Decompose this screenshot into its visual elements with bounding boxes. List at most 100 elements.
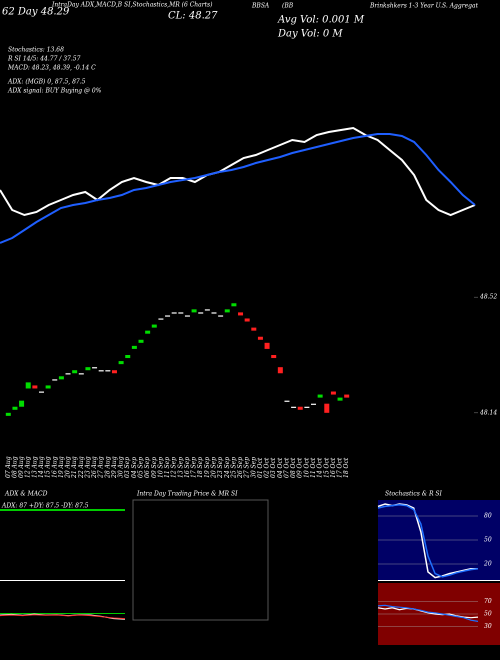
stat: ADX signal: BUY Buying @ 0% — [7, 88, 102, 95]
candle — [297, 406, 303, 410]
candle — [125, 355, 131, 359]
series-line — [377, 604, 479, 622]
x-tick-label: 23 Sep — [217, 457, 224, 479]
x-tick-label: 29 Aug — [111, 456, 118, 479]
candle — [244, 318, 250, 322]
x-tick-label: 19 Aug — [58, 456, 65, 478]
x-tick-label: 26 Aug — [91, 456, 98, 479]
candle — [131, 345, 137, 349]
x-tick-label: 17 Sep — [191, 457, 198, 478]
y-tick-label: 50 — [484, 611, 492, 618]
candle — [111, 370, 117, 374]
x-tick-label: 12 Aug — [25, 456, 32, 478]
x-tick-label: 10 Oct — [303, 457, 310, 478]
candle — [257, 336, 263, 340]
candle — [311, 403, 317, 405]
x-tick-label: 26 Sep — [237, 457, 244, 479]
series-line — [0, 133, 476, 244]
candle — [264, 342, 270, 349]
x-tick-label: 13 Aug — [31, 456, 38, 478]
stat: MACD: 48.23, 48.39, -0.14 C — [7, 65, 96, 72]
separator — [0, 580, 125, 581]
x-tick-label: 04 Oct — [277, 457, 284, 478]
x-tick-label: 08 Aug — [11, 456, 18, 478]
candle — [178, 312, 184, 314]
candle — [198, 312, 204, 314]
x-tick-label: 09 Sep — [151, 457, 158, 478]
y-tick-label: 50 — [484, 537, 492, 544]
indicators: IntraDay ADX,MACD,B SI,Stochastics,MR (6… — [51, 2, 213, 9]
candle — [211, 312, 217, 314]
x-tick-label: 02 Oct — [264, 457, 271, 478]
x-tick-label: 28 Aug — [104, 456, 111, 479]
x-tick-label: 27 Aug — [98, 456, 105, 479]
candle — [330, 391, 336, 395]
x-tick-label: 16 Sep — [184, 457, 191, 478]
candle — [337, 397, 343, 401]
candle — [184, 315, 190, 317]
x-tick-label: 09 Oct — [297, 457, 304, 478]
candle — [231, 303, 237, 307]
candle — [151, 324, 157, 328]
x-tick-label: 23 Aug — [84, 456, 91, 479]
stat: Stochastics: 13.68 — [8, 47, 64, 54]
x-tick-label: 18 Sep — [197, 457, 204, 478]
candle — [324, 403, 330, 413]
day-volume: Day Vol: 0 M — [277, 29, 343, 40]
x-tick-label: 30 Sep — [250, 457, 257, 478]
panel-title: Stochastics & R SI — [385, 491, 442, 498]
symbol-alt: (BB — [282, 3, 294, 10]
stat: ADX: (MGB) 0, 87.5, 87.5 — [7, 79, 86, 86]
x-tick-label: 13 Sep — [177, 457, 184, 478]
intraday-panel — [132, 499, 269, 621]
candle — [105, 370, 111, 372]
candle — [138, 339, 144, 343]
candle — [45, 385, 51, 389]
x-tick-label: 14 Oct — [317, 457, 324, 478]
candle — [85, 367, 91, 371]
stat: R SI 14/5: 44.77 / 37.57 — [7, 56, 81, 63]
y-tick-label: 70 — [484, 598, 492, 605]
candle — [165, 315, 171, 317]
x-tick-label: 20 Aug — [65, 456, 72, 479]
x-tick-label: 21 Aug — [71, 456, 78, 479]
candle — [5, 412, 11, 416]
candle — [344, 394, 350, 398]
x-tick-label: 22 Aug — [78, 456, 85, 479]
x-tick-label: 24 Sep — [224, 457, 231, 479]
y-tick-label: 20 — [483, 561, 492, 568]
candle — [19, 400, 25, 407]
candle — [58, 376, 64, 380]
x-tick-label: 07 Aug — [5, 456, 12, 478]
x-tick-label: 16 Oct — [330, 457, 337, 478]
panel-title: ADX & MACD — [4, 491, 48, 498]
x-tick-label: 25 Sep — [230, 457, 237, 479]
x-tick-label: 04 Sep — [131, 457, 138, 478]
adx-label: ADX: 87 +DY: 87.5 -DY: 87.5 — [1, 503, 89, 510]
x-tick-label: 10 Sep — [157, 457, 164, 478]
candle — [12, 406, 18, 410]
candle — [291, 406, 297, 408]
candle — [171, 312, 177, 314]
candle — [78, 373, 84, 375]
x-tick-label: 18 Oct — [343, 457, 350, 478]
y-tick-label: 48.52 — [479, 294, 497, 301]
x-tick-label: 03 Oct — [270, 457, 277, 478]
y-tick-label: 30 — [484, 623, 492, 630]
x-tick-label: 03 Sep — [124, 457, 131, 478]
close-price: CL: 48.27 — [168, 11, 218, 22]
x-tick-label: 12 Sep — [171, 457, 178, 478]
x-tick-label: 14 Aug — [38, 456, 45, 478]
x-tick-label: 15 Aug — [45, 456, 52, 478]
x-tick-label: 01 Oct — [257, 457, 264, 478]
series-line — [0, 613, 126, 620]
x-tick-label: 09 Aug — [18, 456, 25, 478]
candle — [158, 318, 164, 320]
candle — [92, 367, 98, 369]
candle — [98, 370, 104, 372]
x-tick-label: 15 Oct — [323, 457, 330, 478]
x-tick-label: 11 Oct — [310, 457, 317, 478]
x-tick-label: 17 Oct — [337, 457, 344, 478]
candle — [25, 382, 31, 389]
